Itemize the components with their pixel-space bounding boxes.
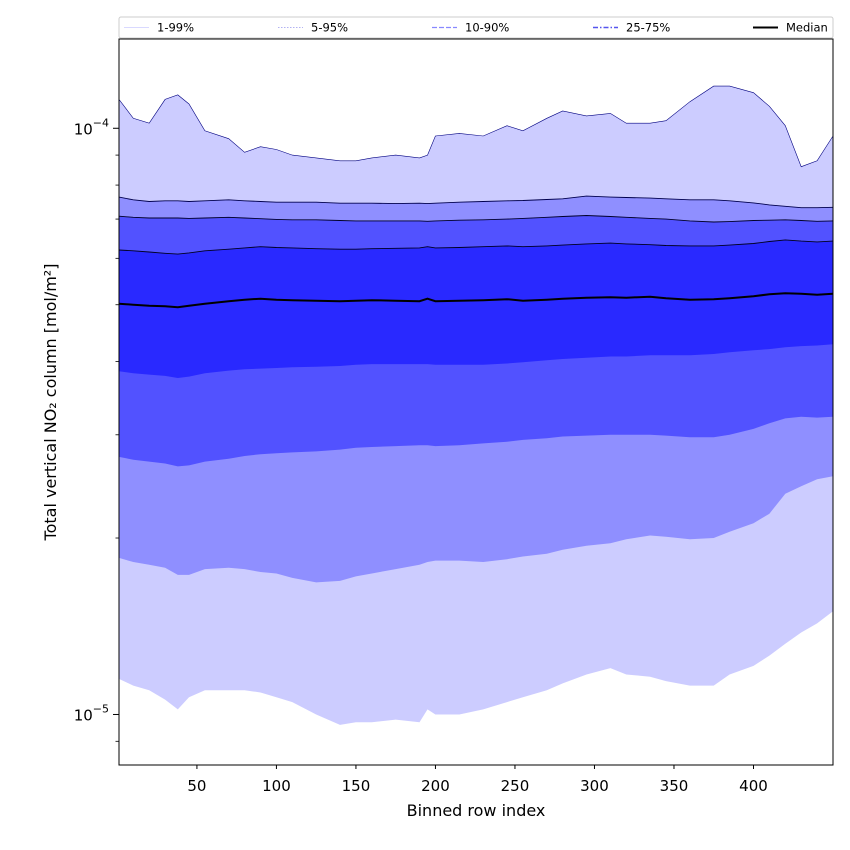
y-tick-base: 10 bbox=[74, 706, 93, 724]
band-upper-line-25-75 bbox=[119, 239, 833, 255]
x-axis: 50 100 150 200 250 300 350 400 bbox=[187, 765, 768, 795]
y-axis: 10−510−4 bbox=[74, 116, 119, 742]
x-tick-label: 100 bbox=[262, 777, 291, 795]
band-upper-line-1-99 bbox=[119, 85, 833, 168]
percentile-bands bbox=[119, 86, 833, 725]
legend-label: 25-75% bbox=[626, 21, 670, 35]
median-line bbox=[119, 292, 833, 309]
y-tick-label: 10−5 bbox=[74, 702, 109, 724]
y-axis-label: Total vertical NO₂ column [mol/m²] bbox=[41, 264, 60, 542]
band-upper-line-5-95 bbox=[119, 195, 833, 209]
y-tick-exponent: −4 bbox=[93, 116, 109, 129]
legend-box bbox=[118, 16, 834, 39]
legend-label: 10-90% bbox=[465, 21, 509, 35]
x-tick-label: 400 bbox=[739, 777, 768, 795]
y-tick-base: 10 bbox=[74, 120, 93, 138]
percentile-lines bbox=[119, 85, 833, 309]
x-tick-label: 150 bbox=[342, 777, 371, 795]
legend-label: 1-99% bbox=[157, 21, 194, 35]
legend-label: 5-95% bbox=[311, 21, 348, 35]
x-tick-label: 50 bbox=[187, 777, 206, 795]
band-25-75 bbox=[119, 239, 833, 378]
x-tick-label: 200 bbox=[421, 777, 450, 795]
x-tick-label: 300 bbox=[580, 777, 609, 795]
y-tick-label: 10−4 bbox=[74, 116, 109, 138]
x-tick-label: 250 bbox=[501, 777, 530, 795]
y-tick-exponent: −5 bbox=[93, 702, 109, 715]
band-upper-line-10-90 bbox=[119, 215, 833, 223]
plot-frame bbox=[118, 38, 834, 766]
x-axis-label: Binned row index bbox=[407, 801, 546, 820]
legend-label: Median bbox=[786, 21, 828, 35]
legend: 1-99% 5-95% 10-90% 25-75% Median bbox=[118, 16, 834, 39]
x-tick-label: 350 bbox=[660, 777, 689, 795]
